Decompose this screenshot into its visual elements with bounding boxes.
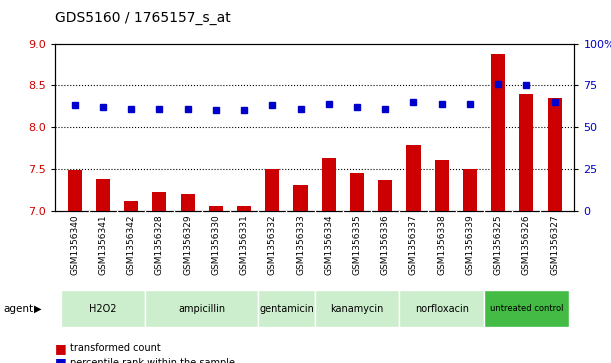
Bar [237, 206, 251, 211]
Bar [60, 290, 145, 327]
Bar [315, 290, 400, 327]
Text: ampicillin: ampicillin [178, 303, 225, 314]
Text: percentile rank within the sample: percentile rank within the sample [70, 358, 235, 363]
Text: GSM1356326: GSM1356326 [522, 215, 531, 275]
Text: transformed count: transformed count [70, 343, 161, 354]
Bar [68, 171, 82, 211]
Text: GSM1356341: GSM1356341 [98, 215, 108, 275]
Bar [181, 194, 195, 211]
Text: gentamicin: gentamicin [259, 303, 314, 314]
Bar [96, 179, 110, 211]
Text: H2O2: H2O2 [89, 303, 117, 314]
Text: kanamycin: kanamycin [331, 303, 384, 314]
Text: GSM1356328: GSM1356328 [155, 215, 164, 275]
Bar [152, 192, 166, 211]
Text: GDS5160 / 1765157_s_at: GDS5160 / 1765157_s_at [55, 11, 231, 25]
Text: GSM1356331: GSM1356331 [240, 215, 249, 275]
Bar [406, 146, 420, 211]
Bar [378, 180, 392, 211]
Bar [434, 160, 448, 211]
Bar [463, 169, 477, 211]
Bar [293, 185, 307, 211]
Text: GSM1356334: GSM1356334 [324, 215, 333, 275]
Text: agent: agent [3, 303, 33, 314]
Text: GSM1356327: GSM1356327 [550, 215, 559, 275]
Text: untreated control: untreated control [489, 304, 563, 313]
Bar [491, 54, 505, 211]
Bar [124, 200, 138, 211]
Text: GSM1356340: GSM1356340 [70, 215, 79, 275]
Text: GSM1356336: GSM1356336 [381, 215, 390, 275]
Text: GSM1356339: GSM1356339 [466, 215, 474, 275]
Text: GSM1356338: GSM1356338 [437, 215, 446, 275]
Text: GSM1356337: GSM1356337 [409, 215, 418, 275]
Text: ▶: ▶ [34, 303, 41, 314]
Bar [350, 173, 364, 211]
Bar [519, 94, 533, 211]
Bar [400, 290, 484, 327]
Text: GSM1356325: GSM1356325 [494, 215, 503, 275]
Bar [484, 290, 569, 327]
Text: ■: ■ [55, 356, 67, 363]
Text: GSM1356332: GSM1356332 [268, 215, 277, 275]
Bar [209, 206, 223, 211]
Bar [145, 290, 258, 327]
Text: GSM1356329: GSM1356329 [183, 215, 192, 275]
Text: ■: ■ [55, 342, 67, 355]
Bar [322, 158, 336, 211]
Text: norfloxacin: norfloxacin [415, 303, 469, 314]
Bar [258, 290, 315, 327]
Bar [547, 98, 562, 211]
Text: GSM1356335: GSM1356335 [353, 215, 362, 275]
Text: GSM1356330: GSM1356330 [211, 215, 221, 275]
Text: GSM1356333: GSM1356333 [296, 215, 305, 275]
Text: GSM1356342: GSM1356342 [126, 215, 136, 275]
Bar [265, 169, 279, 211]
